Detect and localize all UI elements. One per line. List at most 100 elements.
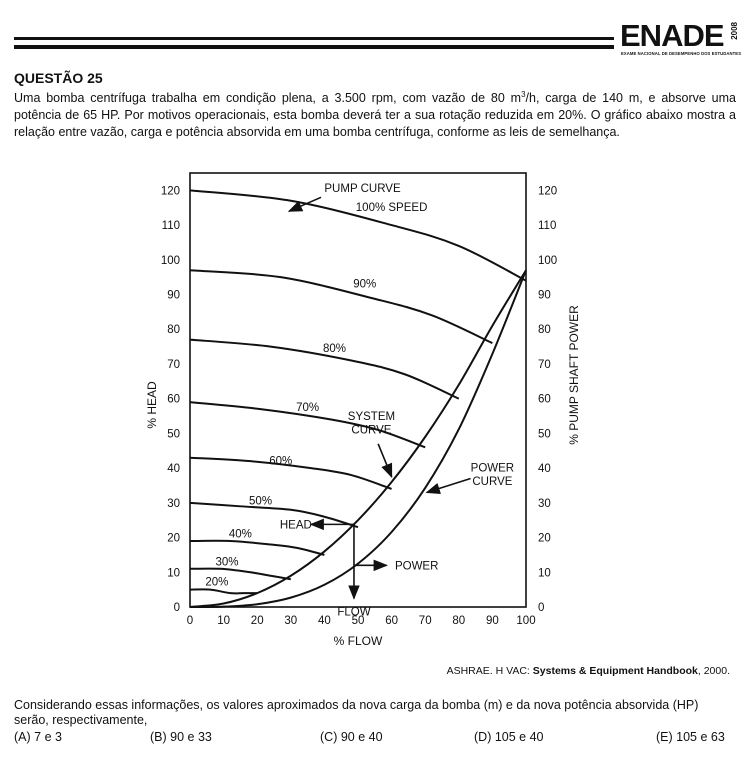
- y-tick-label-left: 40: [167, 463, 180, 475]
- option-text: 90 e 33: [170, 730, 212, 744]
- option-text: 7 e 3: [34, 730, 62, 744]
- header-rule-bottom: [14, 45, 614, 49]
- y-tick-label-right: 90: [538, 290, 551, 302]
- system-curve: [189, 269, 527, 608]
- y-tick-label-left: 90: [167, 290, 180, 302]
- y-tick-label-right: 20: [538, 533, 551, 545]
- pump-performance-chart: 0 0 10 10 20 20 30 30 40 40 50 50 60 60 70 70 80 80 90 90 10…: [145, 172, 581, 648]
- option-d[interactable]: (D) 105 e 40: [474, 730, 544, 744]
- logo-year: 2008: [730, 22, 739, 40]
- source-prefix: ASHRAE. H VAC:: [446, 665, 533, 677]
- option-c[interactable]: (C) 90 e 40: [320, 730, 383, 744]
- speed-label-20: 20%: [205, 576, 228, 588]
- annotation-system-curve-line2: CURVE: [351, 424, 391, 436]
- statement-superscript: 3: [521, 89, 526, 99]
- y-tick-label-right: 70: [538, 359, 551, 371]
- x-tick-label: 0: [187, 615, 193, 627]
- y-tick-label-left: 20: [167, 533, 180, 545]
- y-tick-label-left: 60: [167, 394, 180, 406]
- x-tick-label: 90: [486, 615, 499, 627]
- question-prompt: Considerando essas informações, os valor…: [14, 698, 699, 727]
- annotation-head: HEAD: [280, 519, 312, 531]
- y-tick-label-left: 100: [161, 255, 180, 267]
- y-tick-label-left: 50: [167, 428, 180, 440]
- y-tick-label-left: 30: [167, 498, 180, 510]
- speed-label-60: 60%: [269, 456, 292, 468]
- logo-text: ENADE: [620, 18, 725, 53]
- statement-part2: /h, carga de 140 m, e absorve uma potênc…: [14, 91, 736, 139]
- annotation-flow: FLOW: [337, 606, 370, 618]
- pump-curve-60: [189, 456, 392, 490]
- pump-curve-50: [189, 501, 359, 529]
- option-a[interactable]: (A) 7 e 3: [14, 730, 62, 744]
- y-tick-label-right: 10: [538, 567, 551, 579]
- annotation-system-curve-line1: SYSTEM: [348, 411, 395, 423]
- x-tick-label: 70: [419, 615, 432, 627]
- system-curve-arrow: [377, 443, 393, 479]
- option-label: (C): [320, 730, 338, 744]
- pump-curve-100: [189, 189, 527, 282]
- enade-logo: ENADE 2008 EXAME NACIONAL DE DESEMPENHO …: [620, 18, 742, 58]
- y-tick-label-left: 0: [174, 602, 180, 614]
- x-tick-label: 10: [217, 615, 230, 627]
- option-label: (E): [656, 730, 673, 744]
- y-tick-label-right: 110: [538, 220, 556, 232]
- source-suffix: , 2000.: [697, 665, 730, 677]
- y-tick-label-right: 120: [538, 185, 557, 197]
- pump-curve-40: [189, 539, 325, 556]
- annotation-pump-curve: PUMP CURVE: [324, 183, 401, 195]
- x-tick-label: 80: [452, 615, 465, 627]
- y-tick-label-left: 80: [167, 324, 180, 336]
- option-label: (D): [474, 730, 492, 744]
- y-tick-label-right: 100: [538, 255, 557, 267]
- pump-curve-80: [189, 338, 460, 400]
- annotation-power: POWER: [395, 560, 438, 572]
- x-tick-label: 30: [284, 615, 297, 627]
- header-rule-top: [14, 37, 614, 40]
- y-tick-label-left: 70: [167, 359, 180, 371]
- option-text: 105 e 63: [676, 730, 725, 744]
- y-tick-label-right: 50: [538, 428, 551, 440]
- y-tick-label-left: 10: [167, 567, 180, 579]
- option-label: (B): [150, 730, 167, 744]
- y-tick-label-right: 60: [538, 394, 551, 406]
- option-b[interactable]: (B) 90 e 33: [150, 730, 212, 744]
- y-axis-title-left: % HEAD: [145, 381, 159, 429]
- pump-curve-30: [189, 567, 291, 581]
- x-tick-label: 60: [385, 615, 398, 627]
- answer-options: (A) 7 e 3 (B) 90 e 33 (C) 90 e 40 (D) 10…: [14, 730, 736, 746]
- pump-curve-70: [189, 401, 426, 449]
- y-tick-label-right: 40: [538, 463, 551, 475]
- speed-label-90: 90%: [353, 279, 376, 291]
- option-text: 90 e 40: [340, 730, 383, 744]
- pump-curve-20: [189, 588, 258, 595]
- option-e[interactable]: (E) 105 e 63: [656, 730, 725, 744]
- option-label: (A): [14, 730, 31, 744]
- x-tick-label: 40: [318, 615, 331, 627]
- speed-label-100: 100% SPEED: [356, 202, 428, 214]
- y-tick-label-left: 110: [162, 220, 180, 232]
- question-title: QUESTÃO 25: [14, 70, 103, 86]
- source-citation: ASHRAE. H VAC: Systems & Equipment Handb…: [447, 665, 730, 677]
- speed-label-70: 70%: [296, 402, 319, 414]
- y-tick-label-left: 120: [161, 185, 180, 197]
- pump-curve-arrow: [287, 196, 322, 212]
- power-curve-arrow: [425, 477, 471, 494]
- x-tick-label: 100: [516, 615, 535, 627]
- annotation-power-curve-line2: CURVE: [472, 476, 512, 488]
- pump-curve-90: [189, 269, 493, 345]
- speed-label-80: 80%: [323, 343, 346, 355]
- logo-subtitle: EXAME NACIONAL DE DESEMPENHO DOS ESTUDAN…: [621, 51, 742, 56]
- question-statement: Uma bomba centrífuga trabalha em condiçã…: [14, 90, 736, 141]
- speed-label-50: 50%: [249, 496, 272, 508]
- x-axis-title: % FLOW: [334, 634, 383, 648]
- x-tick-label: 20: [251, 615, 264, 627]
- y-tick-label-right: 80: [538, 324, 551, 336]
- annotation-power-curve-line1: POWER: [471, 463, 514, 475]
- power-curve: [189, 269, 527, 608]
- option-text: 105 e 40: [494, 730, 544, 744]
- statement-part1: Uma bomba centrífuga trabalha em condiçã…: [14, 91, 522, 105]
- y-axis-title-right: % PUMP SHAFT POWER: [567, 305, 581, 445]
- y-tick-label-right: 30: [538, 498, 551, 510]
- source-title: Systems & Equipment Handbook: [532, 665, 698, 677]
